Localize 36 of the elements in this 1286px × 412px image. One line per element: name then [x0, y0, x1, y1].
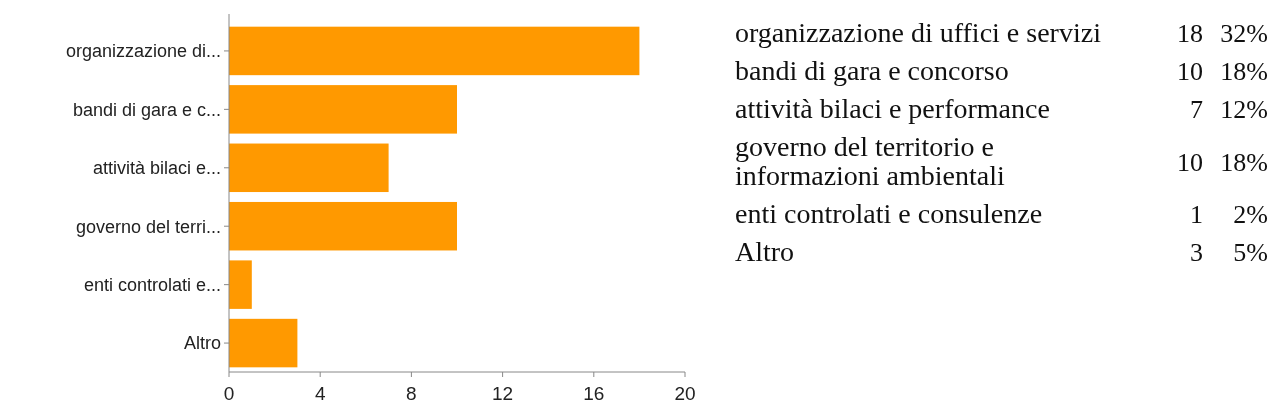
bar	[229, 318, 298, 368]
y-tick-label: bandi di gara e c...	[72, 99, 221, 120]
x-tick-label: 4	[314, 383, 326, 404]
data-label: 18%	[1220, 147, 1268, 177]
data-label: 18	[1177, 19, 1203, 48]
y-tick-label: attività bilaci e...	[92, 158, 221, 179]
category-label: Altro	[735, 236, 795, 267]
category-label: organizzazione di uffici e servizi	[735, 17, 1102, 48]
data-label: 2%	[1233, 200, 1268, 229]
y-tick-label: organizzazione di...	[65, 41, 221, 62]
data-label: 1	[1190, 200, 1203, 229]
x-tick-label: 20	[674, 383, 696, 404]
data-label: 18%	[1220, 57, 1268, 86]
category-label: enti controlati e consulenze	[735, 198, 1043, 229]
data-label: 5%	[1233, 238, 1268, 267]
x-tick-label: 0	[223, 383, 235, 404]
y-tick-label: enti controlati e...	[83, 274, 221, 295]
data-label: 3	[1190, 238, 1203, 267]
y-tick-label: Altro	[183, 333, 221, 354]
data-label: 10	[1177, 147, 1203, 177]
data-label: 10	[1177, 57, 1203, 86]
bar	[229, 26, 640, 76]
category-label: governo del territorio e informazioni ambientali	[735, 131, 1006, 191]
y-tick-label: governo del terri...	[75, 216, 221, 237]
data-label: 32%	[1220, 19, 1268, 48]
x-tick-label: 8	[406, 383, 417, 404]
category-label: attività bilaci e performance	[735, 93, 1050, 124]
category-label: bandi di gara e concorso	[735, 55, 1009, 86]
bar	[229, 201, 457, 251]
bar	[229, 260, 252, 309]
x-tick-label: 16	[583, 383, 605, 404]
data-label: 12%	[1220, 95, 1268, 124]
data-label: 7	[1190, 95, 1203, 124]
bar	[229, 85, 457, 134]
x-tick-label: 12	[492, 383, 514, 404]
bar	[229, 143, 389, 193]
